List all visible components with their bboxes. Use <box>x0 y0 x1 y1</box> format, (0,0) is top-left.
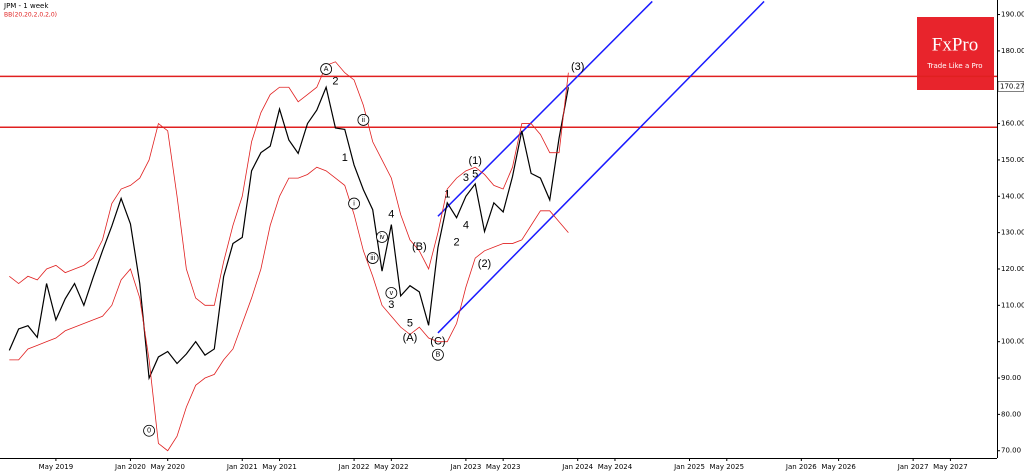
annotation-circle <box>366 252 379 264</box>
y-tick-label: 190.00 <box>1001 11 1024 19</box>
price-tag-box <box>997 81 1024 92</box>
annotation-circle <box>376 231 388 243</box>
wave-label: v <box>390 290 394 297</box>
x-tick-label: Jan 2026 <box>785 463 817 471</box>
price-line <box>8 85 569 381</box>
band-line <box>9 61 569 306</box>
y-tick-label: 90.00 <box>1001 374 1021 382</box>
annotation-circle <box>357 114 370 126</box>
y-tick-label: 130.00 <box>1001 229 1024 237</box>
indicator-label: BB(20,20,2,0,2,0) <box>4 12 57 19</box>
x-tick-label: May 2025 <box>710 463 745 471</box>
x-tick-label: May 2022 <box>374 463 409 471</box>
channel-line <box>437 0 653 217</box>
wave-label: 0 <box>147 428 151 435</box>
x-tick-label: Jan 2020 <box>114 463 146 471</box>
wave-label: A <box>324 66 329 73</box>
wave-label: 5 <box>472 168 478 180</box>
wave-label: 1 <box>342 152 348 164</box>
x-tick-label: Jan 2027 <box>897 463 929 471</box>
annotation-circle <box>143 424 155 437</box>
y-tick-label: 100.00 <box>1001 338 1024 346</box>
y-tick-label: 180.00 <box>1001 47 1024 55</box>
wave-label: B <box>436 352 441 359</box>
wave-label: i <box>353 200 355 207</box>
channel-line <box>437 0 765 334</box>
annotation-circle <box>348 197 360 210</box>
annotation-circle <box>385 287 398 299</box>
wave-label: 3 <box>463 172 469 184</box>
y-tick-label: 160.00 <box>1001 120 1024 128</box>
wave-label: 3 <box>388 299 394 311</box>
x-tick-label: Jan 2024 <box>561 463 593 471</box>
y-tick-label: 120.00 <box>1001 265 1024 273</box>
wave-label: (2) <box>478 258 491 270</box>
wave-label: 4 <box>388 208 394 220</box>
x-tick-label: May 2026 <box>821 463 856 471</box>
wave-label: 4 <box>463 220 469 232</box>
y-tick-label: 150.00 <box>1001 156 1024 164</box>
chart-title: JPM - 1 week <box>3 2 49 10</box>
logo-box <box>917 17 994 90</box>
y-tick-label: 80.00 <box>1001 410 1021 418</box>
annotation-circle <box>432 348 444 361</box>
x-tick-label: Jan 2025 <box>673 463 705 471</box>
x-tick-label: Jan 2023 <box>449 463 481 471</box>
wave-label: (B) <box>412 241 427 253</box>
wave-label: ii <box>362 117 366 124</box>
logo-name: FxPro <box>932 34 978 55</box>
wave-label: 5 <box>407 317 413 329</box>
x-tick-label: Jan 2022 <box>338 463 370 471</box>
x-tick-label: May 2020 <box>150 463 185 471</box>
wave-label: (1) <box>468 155 481 167</box>
x-tick-label: Jan 2021 <box>226 463 258 471</box>
logo-tagline: Trade Like a Pro <box>926 62 982 70</box>
x-tick-label: May 2019 <box>39 463 74 471</box>
annotation-circle <box>320 63 333 75</box>
x-tick-label: May 2023 <box>486 463 521 471</box>
wave-label: 1 <box>444 188 450 200</box>
price-tag: 170.27 <box>1000 82 1024 90</box>
y-tick-label: 70.00 <box>1001 447 1021 455</box>
band-line <box>9 166 569 452</box>
wave-label: (A) <box>403 332 418 344</box>
wave-label: iii <box>370 255 375 262</box>
wave-label: 2 <box>332 75 338 87</box>
wave-label: (3) <box>571 61 584 73</box>
wave-label: (C) <box>430 336 445 348</box>
x-tick-label: May 2027 <box>933 463 968 471</box>
y-tick-label: 140.00 <box>1001 192 1024 200</box>
x-tick-label: May 2021 <box>262 463 297 471</box>
x-tick-label: May 2024 <box>598 463 633 471</box>
y-tick-label: 110.00 <box>1001 301 1024 309</box>
wave-label: iv <box>379 234 385 241</box>
plot-area <box>0 0 997 452</box>
wave-label: 2 <box>454 237 460 249</box>
